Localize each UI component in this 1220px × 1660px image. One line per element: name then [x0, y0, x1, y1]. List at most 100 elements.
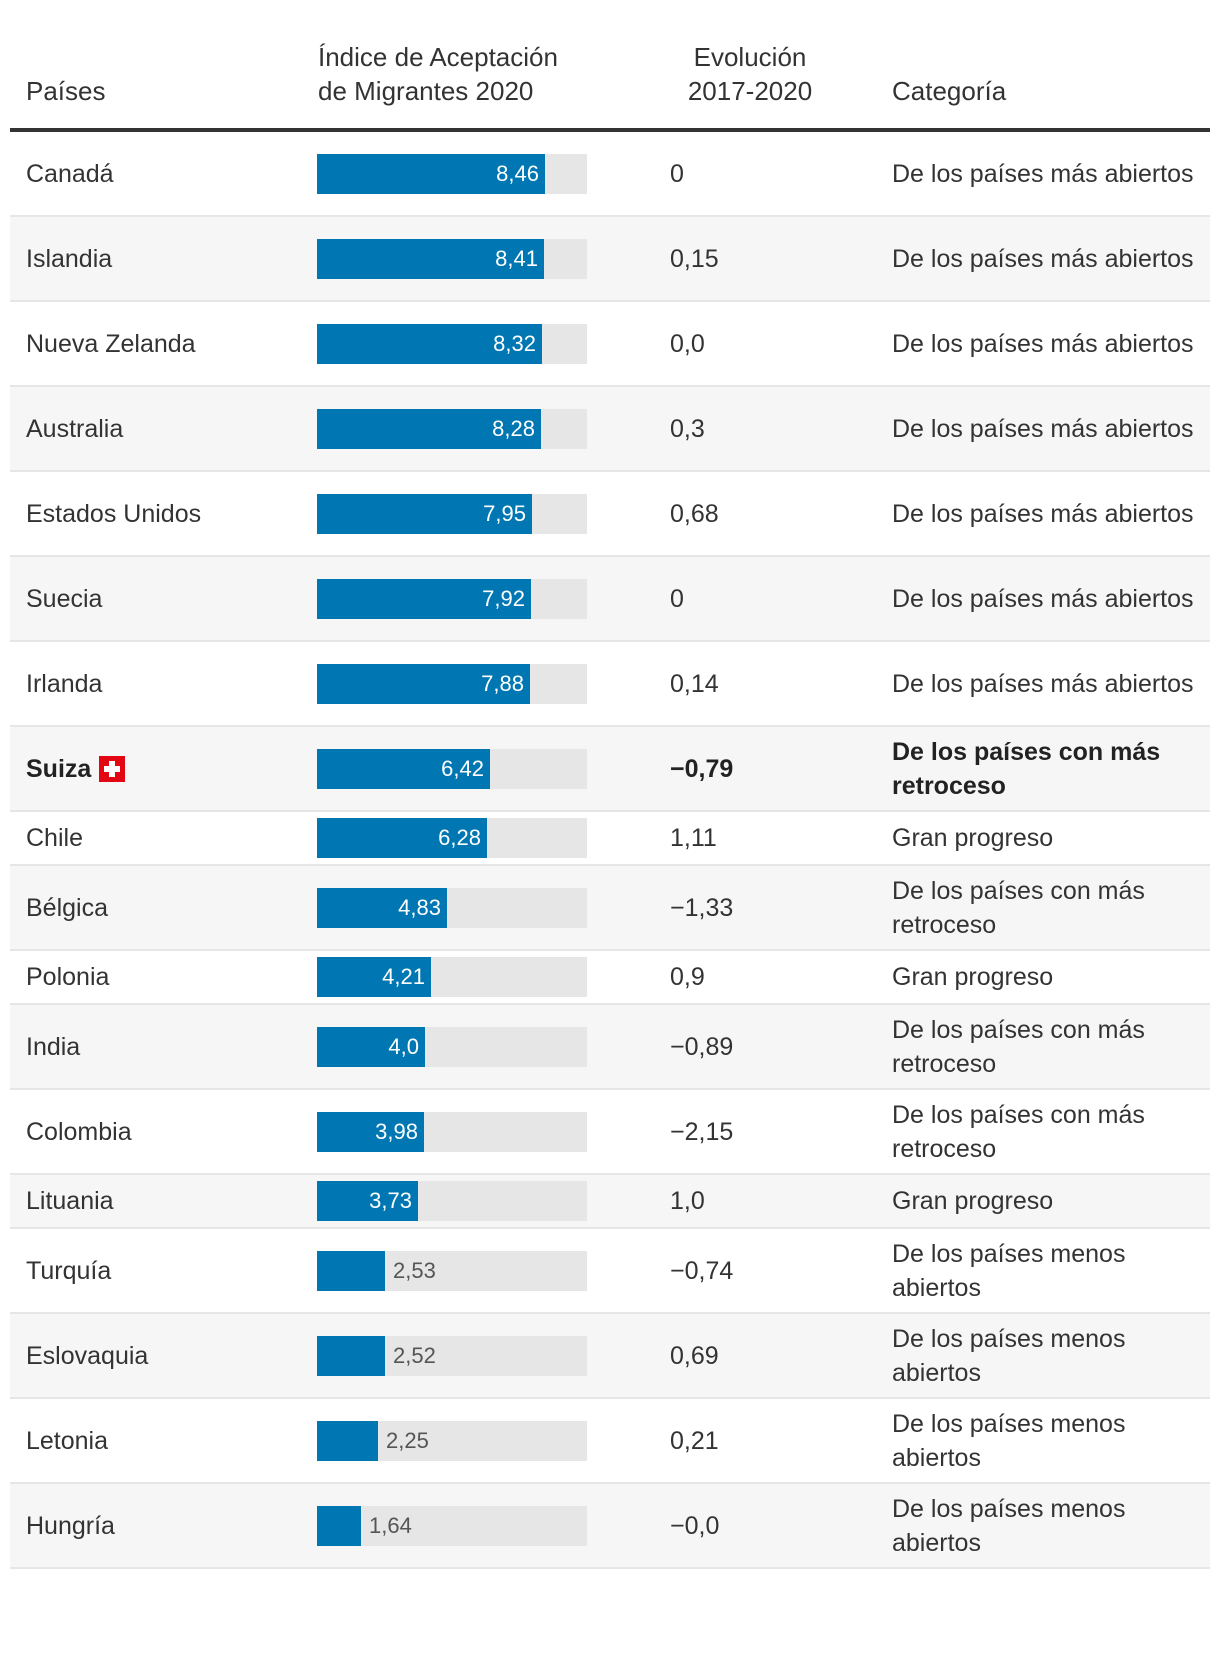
evolution-value: 0,9 [670, 963, 705, 991]
header-evolution: Evolución 2017-2020 [670, 40, 830, 108]
bar-value-label: 8,28 [492, 415, 535, 441]
table-row: Canadá 8,46 0 De los países más abiertos [10, 132, 1210, 217]
bar-track: 8,41 [317, 238, 587, 279]
swiss-flag-icon [99, 755, 126, 782]
category-text: De los países más abiertos [892, 244, 1194, 273]
country-cell: Suecia [26, 582, 102, 616]
bar-value-label: 2,25 [386, 1427, 429, 1453]
bar-track: 8,32 [317, 323, 587, 364]
table-body: Canadá 8,46 0 De los países más abiertos Isl… [10, 132, 1210, 1569]
bar [317, 578, 531, 619]
bar-track: 7,92 [317, 578, 587, 619]
bar-track: 3,98 [317, 1111, 587, 1152]
country-cell: Lituania [26, 1184, 114, 1218]
migrant-acceptance-table: Países Índice de Aceptación de Migrantes… [10, 0, 1210, 1569]
table-row: Chile 6,28 1,11 Gran progreso [10, 812, 1210, 866]
evolution-value: −0,89 [670, 1032, 734, 1061]
evolution-value: −2,15 [670, 1117, 734, 1146]
country-cell: Suiza [26, 752, 126, 786]
bar-track: 2,53 [317, 1250, 587, 1291]
bar-value-label: 7,92 [482, 585, 525, 611]
category-text: De los países más abiertos [892, 669, 1194, 698]
bar-track: 4,0 [317, 1026, 587, 1067]
bar [317, 323, 542, 364]
category-text: Gran progreso [892, 1187, 1054, 1215]
header-index-line1: Índice de Aceptación [318, 42, 558, 72]
country-name: Estados Unidos [26, 499, 202, 528]
country-name: Australia [26, 414, 124, 443]
category-text: Gran progreso [892, 963, 1054, 991]
country-cell: Polonia [26, 960, 109, 994]
table-row: Nueva Zelanda 8,32 0,0 De los países más ab… [10, 302, 1210, 387]
bar-track: 6,28 [317, 818, 587, 858]
bar-value-label: 8,46 [496, 160, 539, 186]
category-text: De los países con más retroceso [892, 1015, 1145, 1078]
country-name: Canadá [26, 159, 114, 188]
evolution-value: 0,69 [670, 1341, 719, 1370]
bar [317, 1111, 424, 1152]
header-category: Categoría [892, 76, 1007, 106]
category-text: De los países más abiertos [892, 499, 1194, 528]
bar [317, 1505, 361, 1546]
header-index: Índice de Aceptación de Migrantes 2020 [318, 40, 618, 108]
bar [317, 663, 530, 704]
country-cell: Turquía [26, 1254, 111, 1288]
country-name: Chile [26, 824, 83, 852]
evolution-value: 0,15 [670, 244, 719, 273]
bar-value-label: 3,73 [369, 1188, 412, 1213]
bar-value-label: 7,88 [481, 670, 524, 696]
bar [317, 493, 532, 534]
bar-track: 7,88 [317, 663, 587, 704]
country-cell: India [26, 1030, 80, 1064]
evolution-value: −0,74 [670, 1256, 734, 1285]
country-cell: Estados Unidos [26, 497, 201, 531]
table-row: Eslovaquia 2,52 0,69 De los países menos ab… [10, 1314, 1210, 1399]
category-text: Gran progreso [892, 824, 1054, 852]
country-name: Nueva Zelanda [26, 329, 196, 358]
category-text: De los países más abiertos [892, 329, 1194, 358]
table-row: Lituania 3,73 1,0 Gran progreso [10, 1175, 1210, 1229]
table-row: India 4,0 −0,89 De los países con más retro… [10, 1005, 1210, 1090]
table-header: Países Índice de Aceptación de Migrantes… [10, 0, 1210, 132]
bar-track: 7,95 [317, 493, 587, 534]
table-row: Islandia 8,41 0,15 De los países más abiert… [10, 217, 1210, 302]
country-cell: Chile [26, 821, 83, 855]
bar [317, 1335, 385, 1376]
category-text: De los países más abiertos [892, 414, 1194, 443]
bar-track: 2,25 [317, 1420, 587, 1461]
country-cell: Colombia [26, 1115, 132, 1149]
bar [317, 1420, 378, 1461]
bar [317, 748, 490, 789]
country-cell: Letonia [26, 1424, 108, 1458]
header-country: Países [26, 76, 106, 106]
bar-value-label: 4,83 [398, 894, 441, 920]
evolution-value: 1,11 [670, 824, 717, 852]
bar-value-label: 8,32 [493, 330, 536, 356]
table-row: Bélgica 4,83 −1,33 De los países con más re… [10, 866, 1210, 951]
bar-value-label: 1,64 [369, 1512, 412, 1538]
evolution-value: −1,33 [670, 893, 734, 922]
country-name: Lituania [26, 1187, 114, 1215]
bar-value-label: 8,41 [495, 245, 538, 271]
country-name: Bélgica [26, 893, 108, 922]
bar-value-label: 4,21 [382, 964, 425, 989]
header-evolution-line2: 2017-2020 [687, 76, 813, 106]
bar-track: 4,83 [317, 887, 587, 928]
table-row: Colombia 3,98 −2,15 De los países con más r… [10, 1090, 1210, 1175]
country-name: Hungría [26, 1511, 115, 1540]
country-cell: Canadá [26, 157, 114, 191]
bar [317, 1250, 385, 1291]
country-cell: Islandia [26, 242, 112, 276]
bar-track: 6,42 [317, 748, 587, 789]
country-cell: Nueva Zelanda [26, 327, 196, 361]
bar-value-label: 7,95 [483, 500, 526, 526]
country-name: Irlanda [26, 669, 103, 698]
bar [317, 1026, 425, 1067]
bar-value-label: 6,42 [441, 755, 484, 781]
table-row: Hungría 1,64 −0,0 De los países menos abier… [10, 1484, 1210, 1569]
table-row: Australia 8,28 0,3 De los países más abiert… [10, 387, 1210, 472]
evolution-value: 1,0 [670, 1187, 705, 1215]
bar [317, 1181, 418, 1221]
evolution-value: 0 [670, 159, 684, 188]
country-name: Suecia [26, 584, 103, 613]
